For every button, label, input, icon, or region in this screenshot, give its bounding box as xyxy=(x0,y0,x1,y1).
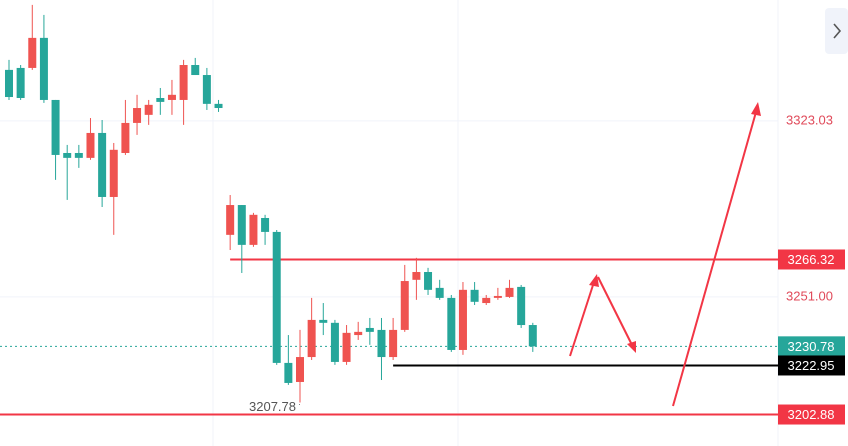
arrow-line xyxy=(597,276,633,346)
arrow-head xyxy=(627,341,636,353)
candle-body xyxy=(389,329,398,358)
y-tick-label: 3323.03 xyxy=(786,112,833,127)
price-label: 3202.88 xyxy=(788,407,835,422)
arrow-head xyxy=(751,102,761,116)
price-label: 3230.78 xyxy=(788,339,835,354)
candle-body xyxy=(5,69,13,98)
candle-body xyxy=(365,327,374,332)
candle-body xyxy=(296,357,304,382)
candle-body xyxy=(330,322,339,362)
arrow-head xyxy=(589,274,599,287)
candle-body xyxy=(505,287,514,297)
candle-body xyxy=(517,286,526,326)
candle-body xyxy=(214,103,223,109)
arrow-line xyxy=(672,111,757,407)
candle-body xyxy=(435,287,444,298)
price-label: 3222.95 xyxy=(788,358,835,373)
candle-body xyxy=(400,281,409,330)
candle-body xyxy=(284,362,293,383)
candle-body xyxy=(133,108,142,123)
candle-body xyxy=(121,122,130,153)
candle-body xyxy=(109,149,118,197)
candle-body xyxy=(377,329,386,358)
candle-body xyxy=(307,319,316,358)
candle-body xyxy=(16,67,25,98)
y-tick-label: 3251.00 xyxy=(786,288,833,303)
candle-body xyxy=(51,99,60,155)
candle-body xyxy=(74,152,83,158)
price-label-box xyxy=(778,404,845,425)
candle-body xyxy=(144,104,153,115)
scroll-button-bg[interactable] xyxy=(825,8,848,54)
candle-body xyxy=(249,214,258,245)
candle-body xyxy=(28,37,37,68)
candle-body xyxy=(237,205,246,245)
arrow-line xyxy=(569,281,595,357)
candle-body xyxy=(156,97,165,102)
candle-body xyxy=(528,325,537,347)
candle-body xyxy=(470,289,479,302)
candle-body xyxy=(167,94,176,100)
scroll-button[interactable] xyxy=(825,8,848,54)
candle-body xyxy=(458,289,467,350)
candle-body xyxy=(191,65,200,76)
candle-body xyxy=(493,295,502,298)
chevron-icon xyxy=(833,23,842,39)
candle-body xyxy=(202,75,211,104)
candle-body xyxy=(412,271,421,280)
candle-body xyxy=(86,132,95,158)
candle-body xyxy=(482,297,491,304)
candle-body xyxy=(342,332,351,362)
price-label-box xyxy=(778,249,845,270)
candle-body xyxy=(63,152,72,158)
candle-body xyxy=(354,331,363,336)
candle-body xyxy=(179,65,188,100)
candle-body xyxy=(226,205,235,235)
price-label-box xyxy=(778,355,845,376)
low-annotation: 3207.78 xyxy=(249,399,296,414)
price-label: 3266.32 xyxy=(788,252,835,267)
candle-body xyxy=(98,132,107,197)
candle-body xyxy=(39,37,48,100)
candle-body xyxy=(261,217,270,232)
candle-body xyxy=(272,231,281,363)
candle-body xyxy=(424,271,433,290)
price-label-box xyxy=(778,336,845,357)
candle-body xyxy=(447,297,456,350)
plot: 3323.03 3251.00 3207.78 3266.32 3230.78 3222.… xyxy=(0,4,845,425)
drawings xyxy=(569,102,761,407)
candle-body xyxy=(319,319,328,323)
